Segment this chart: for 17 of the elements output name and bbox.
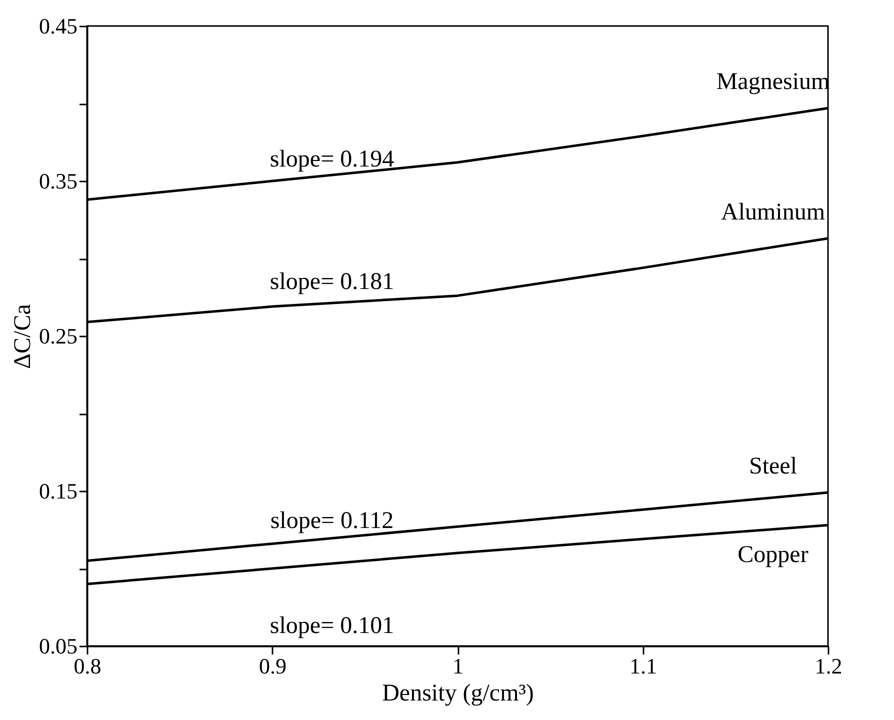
y-tick-label: 0.45 — [39, 14, 78, 38]
y-tick-label: 0.35 — [39, 168, 78, 194]
y-axis-title: ΔC/Ca — [10, 304, 36, 369]
annotation: Steel — [749, 454, 798, 480]
annotation: Copper — [738, 542, 808, 568]
annotation: slope= 0.101 — [270, 613, 394, 639]
annotation: Aluminum — [720, 199, 826, 226]
annotation: slope= 0.194 — [270, 146, 394, 173]
annotation: slope= 0.181 — [270, 269, 394, 296]
y-tick-label: 0.25 — [39, 324, 78, 348]
annotation: slope= 0.112 — [270, 508, 394, 534]
x-tick-label: 1.1 — [630, 654, 657, 678]
y-tick-label: 0.15 — [39, 478, 78, 504]
x-tick-label: 1.2 — [814, 654, 842, 678]
x-tick-label: 0.9 — [259, 654, 286, 678]
x-tick-label: 1 — [452, 654, 464, 678]
x-axis-title: Density (g/cm³) — [382, 680, 534, 706]
